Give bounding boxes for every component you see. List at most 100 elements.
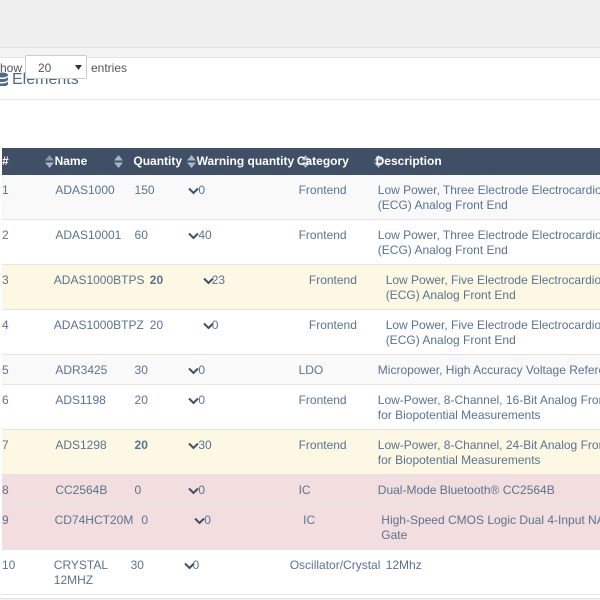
sort-down <box>114 163 123 169</box>
cell: 0 <box>141 505 204 549</box>
sort-down <box>45 163 54 169</box>
quantity: 30 <box>135 363 148 377</box>
cell: Low Power, Three Electrode Electrocardio… <box>378 220 600 264</box>
cell: Low Power, Three Electrode Electrocardio… <box>378 175 600 219</box>
description-line: Low Power, Three Electrode Electrocardio… <box>378 228 600 243</box>
sort-up <box>187 155 196 161</box>
quantity: 20 <box>150 273 163 287</box>
quantity: 0 <box>141 513 148 527</box>
cell: Low-Power, 8-Channel, 24-Bit Analog Fron… <box>378 430 600 474</box>
cell: 20 <box>135 385 199 429</box>
cell: 6 <box>2 385 55 429</box>
cell: 0 <box>198 475 298 504</box>
cell: IC <box>303 505 381 549</box>
cell: 30 <box>131 550 193 594</box>
cell: 0 <box>193 550 290 594</box>
name: ADAS1000BTPS <box>54 273 145 287</box>
cell: 30 <box>198 430 298 474</box>
cell: CD74HCT20M <box>55 505 142 549</box>
name: ADS1298 <box>55 438 106 452</box>
description-line: Micropower, High Accuracy Voltage Refere… <box>378 363 600 378</box>
quantity-toggle[interactable] <box>188 487 199 495</box>
page-size-select[interactable]: 20 <box>25 55 87 79</box>
cell: ADS1198 <box>55 385 134 429</box>
cell: Frontend <box>299 175 378 219</box>
description-line: Dual-Mode Bluetooth® CC2564B <box>378 483 600 498</box>
category: IC <box>303 513 315 527</box>
header-cell[interactable]: # <box>2 148 55 175</box>
cell: 150 <box>135 175 199 219</box>
description-line: Low Power, Five Electrode Electrocardiog… <box>386 318 600 333</box>
cell: 0 <box>198 385 298 429</box>
quantity-toggle[interactable] <box>188 442 199 450</box>
category: Oscillator/Crystal <box>290 558 381 572</box>
cell: 9 <box>2 505 55 549</box>
cell: 5 <box>2 355 55 384</box>
cell: 0 <box>212 310 309 354</box>
quantity-toggle[interactable] <box>188 232 199 240</box>
row-id: 3 <box>2 273 9 287</box>
chevron <box>189 444 198 449</box>
header-cell[interactable]: Warning quantity <box>197 148 297 175</box>
cell: 2 <box>2 220 55 264</box>
description-line: High-Speed CMOS Logic Dual 4-Input NAND <box>381 513 600 528</box>
description-line: Low-Power, 8-Channel, 16-Bit Analog Fron… <box>378 393 600 408</box>
quantity: 0 <box>135 483 142 497</box>
name: CC2564B <box>55 483 107 497</box>
cell: Frontend <box>299 220 378 264</box>
header-cell[interactable]: Description <box>376 148 600 175</box>
header-cell[interactable]: Category <box>297 148 376 175</box>
cell: 20 <box>150 310 212 354</box>
warning-quantity: 0 <box>193 558 200 572</box>
cell: 40 <box>198 220 298 264</box>
row-id: 7 <box>2 438 9 452</box>
name: ADAS1000 <box>55 183 114 197</box>
category: Frontend <box>299 228 347 242</box>
cell: Frontend <box>309 265 386 309</box>
cell: ADAS1000BTPS <box>54 265 150 309</box>
header-cell[interactable]: Quantity <box>133 148 196 175</box>
quantity: 150 <box>135 183 155 197</box>
description-line: 12Mhz <box>386 558 600 573</box>
cell: Low-Power, 8-Channel, 16-Bit Analog Fron… <box>378 385 600 429</box>
table-row: 6 ADS1198 20 0Frontend Low-Power, 8-Channel,… <box>2 385 600 430</box>
quantity-toggle[interactable] <box>188 187 199 195</box>
category: Frontend <box>299 393 347 407</box>
name: ADAS1000BTPZ <box>54 318 144 332</box>
row-id: 4 <box>2 318 9 332</box>
warning-quantity: 0 <box>198 183 205 197</box>
select-arrow <box>75 65 82 70</box>
cell: 20 <box>150 265 212 309</box>
cell: Low Power, Five Electrode Electrocardiog… <box>386 265 600 309</box>
name: CD74HCT20M <box>55 513 134 527</box>
table-row: 5ADR3425300LDOMicropower, High Accuracy … <box>2 355 600 385</box>
quantity-toggle[interactable] <box>188 367 199 375</box>
row-id: 1 <box>2 183 9 197</box>
chevron <box>189 234 198 239</box>
sort-icon <box>114 155 123 168</box>
name: ADS1198 <box>55 393 105 407</box>
quantity: 20 <box>135 393 148 407</box>
row-id: 10 <box>2 558 15 572</box>
cell: 4 <box>2 310 54 354</box>
sort-icon <box>45 155 54 168</box>
table-row: 8CC2564B00ICDual-Mode Bluetooth® CC2564B <box>2 475 600 505</box>
quantity: 30 <box>131 558 144 572</box>
table-row: 4ADAS1000BTPZ200FrontendLow Power, Five … <box>2 310 600 355</box>
description-line: Low Power, Five Electrode Electrocardiog… <box>386 273 600 288</box>
description-line: for Biopotential Measurements <box>378 453 600 468</box>
menu-label: Show <box>0 61 22 75</box>
description-line: (ECG) Analog Front End <box>386 333 600 348</box>
sort-up <box>45 155 54 161</box>
row-id: 6 <box>2 393 9 407</box>
description-line: for Biopotential Measurements <box>378 408 600 423</box>
warning-quantity: 0 <box>198 483 205 497</box>
quantity: 20 <box>150 318 163 332</box>
cell: 1 <box>2 175 55 219</box>
quantity-toggle[interactable] <box>188 397 199 405</box>
menu-label: entries <box>91 61 127 75</box>
cell: ADAS10001 <box>55 220 134 264</box>
warning-quantity: 23 <box>212 273 225 287</box>
description-line: (ECG) Analog Front End <box>386 288 600 303</box>
